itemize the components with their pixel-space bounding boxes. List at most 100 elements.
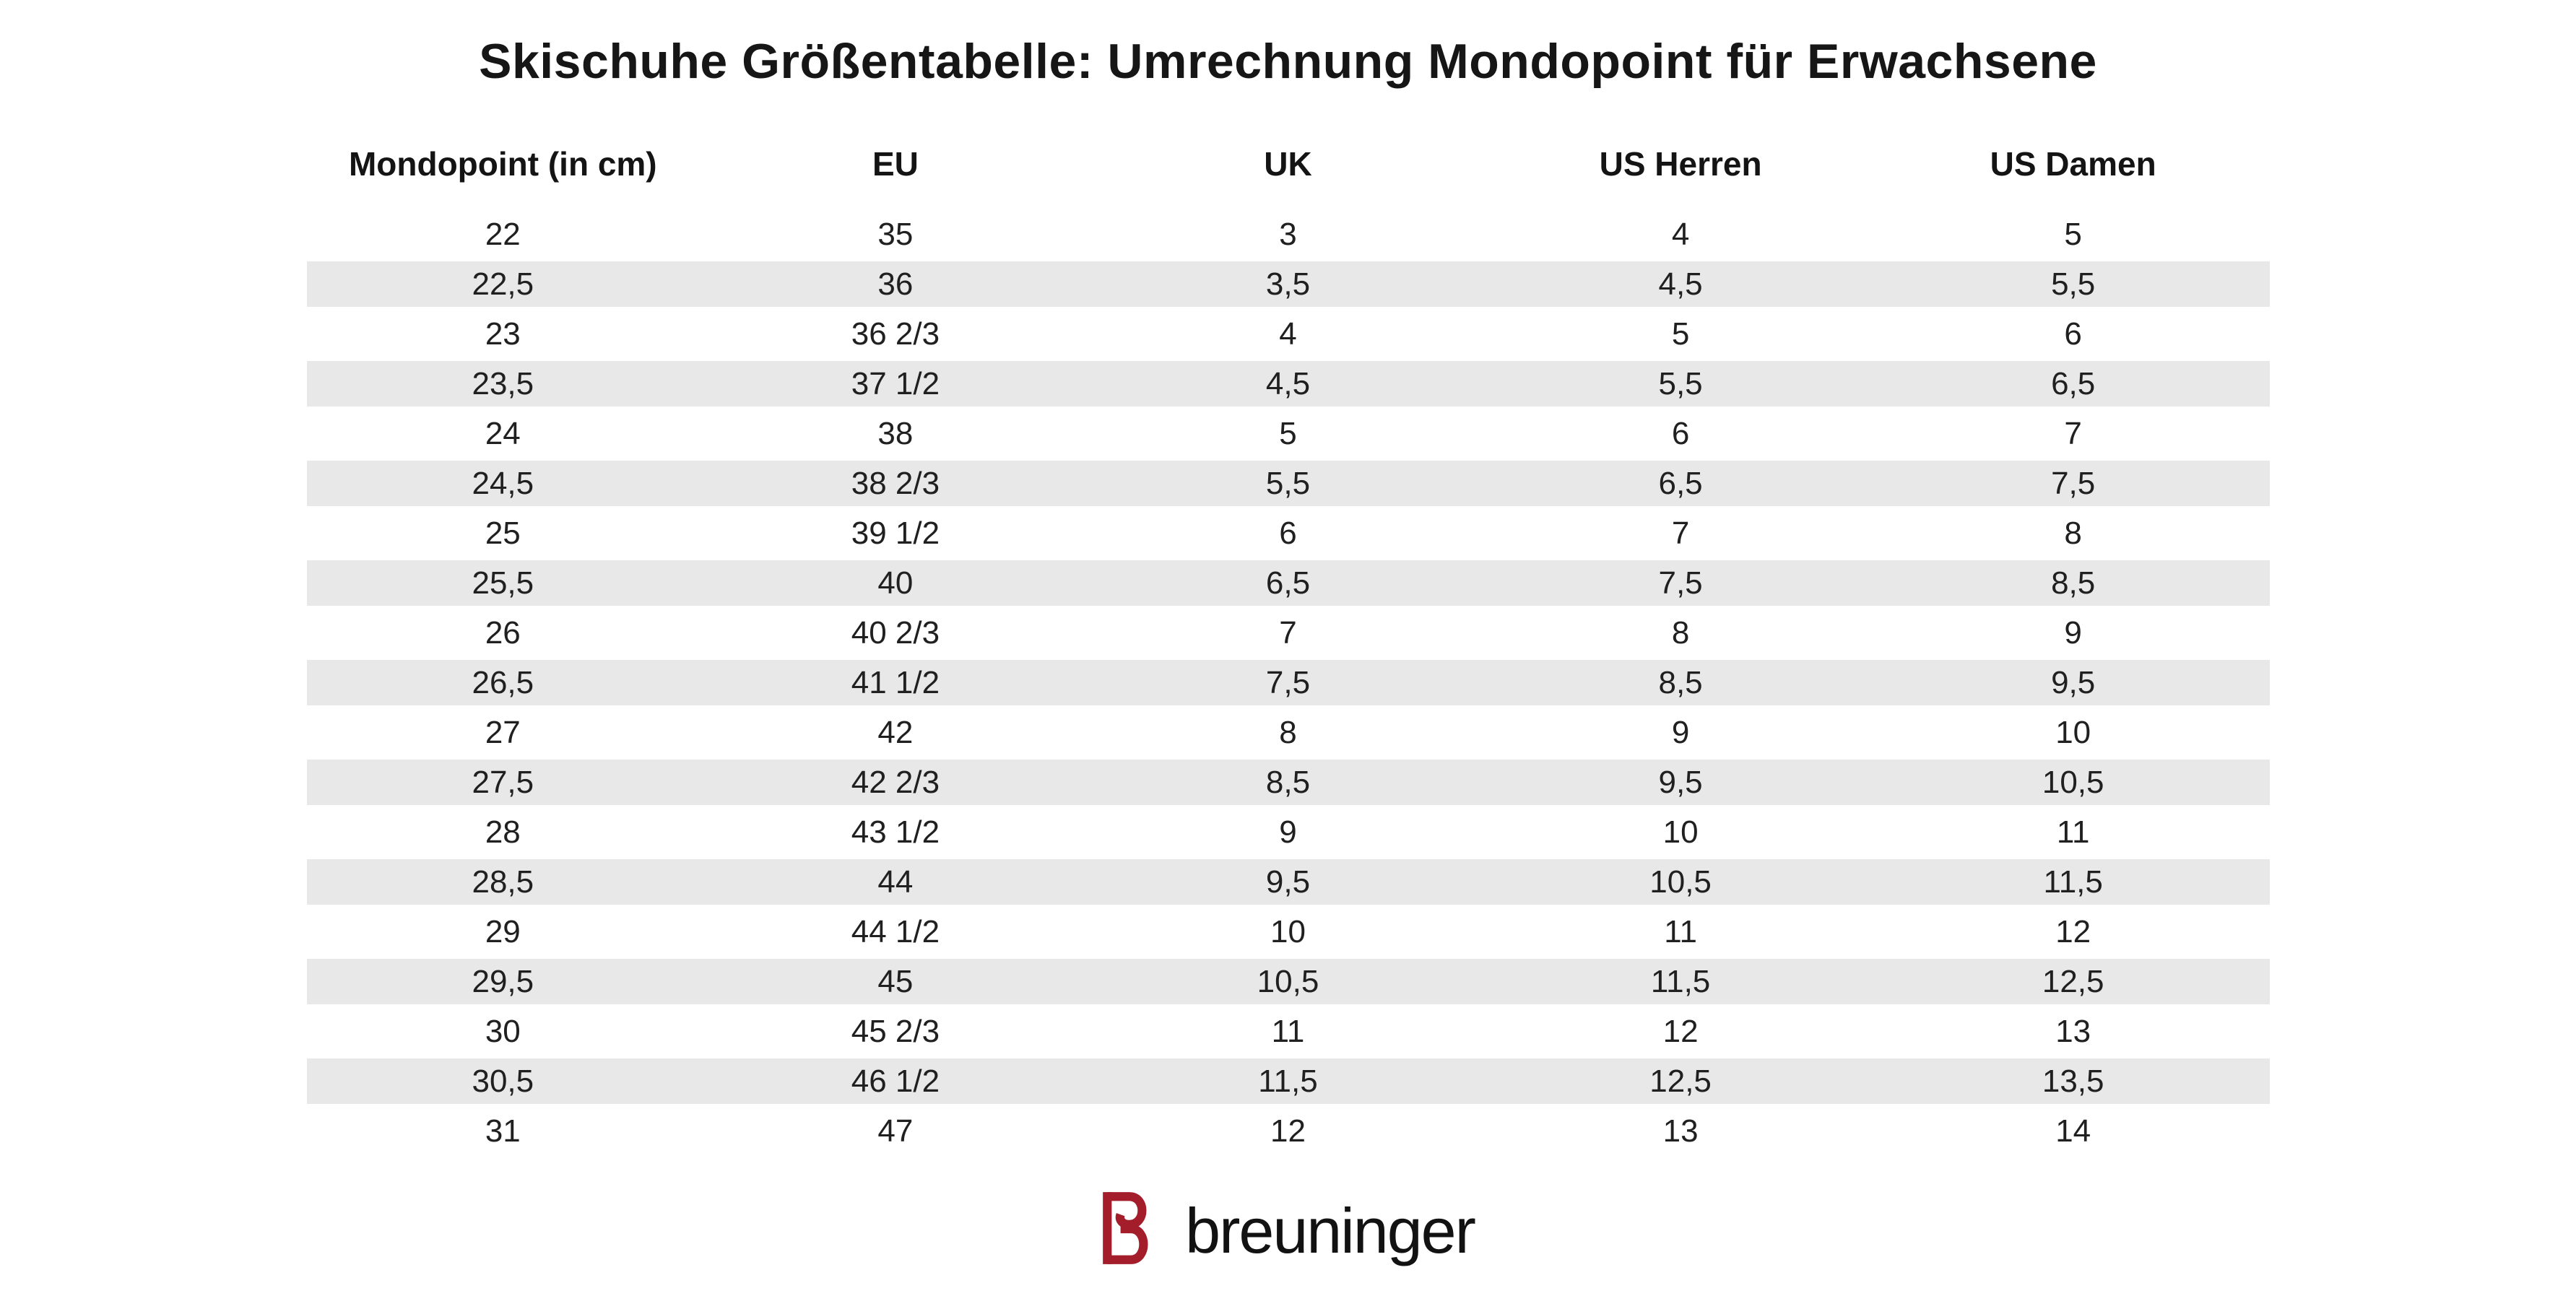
size-table: Mondopoint (in cm) EU UK US Herren US Da… [306,134,2270,1156]
cell-us-damen: 14 [2055,1113,2091,1149]
table-header-row: Mondopoint (in cm) EU UK US Herren US Da… [306,134,2270,193]
cell-us-herren: 4,5 [1658,266,1703,302]
cell-us-herren: 12,5 [1649,1063,1712,1099]
cell-uk: 11 [1271,1013,1305,1049]
cell-uk: 4 [1279,316,1297,352]
cell-us-herren: 7,5 [1658,565,1703,601]
cell-mondopoint: 30,5 [472,1063,534,1099]
cell-mondopoint: 29,5 [472,963,534,999]
table-row: 22,5 36 3,5 4,5 5,5 [306,259,2270,309]
table-body: 22 35 3 4 5 22,5 36 3,5 4,5 5,5 23 36 2/… [306,209,2270,1156]
column-header-mondopoint: Mondopoint (in cm) [348,145,657,183]
cell-uk: 9 [1279,814,1297,850]
cell-us-herren: 13 [1662,1113,1699,1149]
table-row: 25,5 40 6,5 7,5 8,5 [306,558,2270,608]
cell-eu: 43 1/2 [851,814,940,850]
cell-mondopoint: 26,5 [472,664,534,700]
cell-us-herren: 6 [1671,415,1690,451]
cell-eu: 44 1/2 [851,913,940,949]
cell-us-damen: 11 [2056,814,2090,850]
table-row: 24,5 38 2/3 5,5 6,5 7,5 [306,458,2270,508]
cell-us-herren: 11 [1664,913,1697,949]
table-row: 28,5 44 9,5 10,5 11,5 [306,857,2270,907]
table-row: 27 42 8 9 10 [306,708,2270,757]
cell-us-damen: 10 [2055,714,2091,750]
cell-mondopoint: 25 [485,515,521,551]
cell-us-damen: 5 [2064,216,2082,252]
cell-us-damen: 11,5 [2043,864,2103,900]
cell-uk: 12 [1270,1113,1306,1149]
column-header-us-herren: US Herren [1599,145,1762,183]
table-row: 29 44 1/2 10 11 12 [306,907,2270,957]
cell-eu: 39 1/2 [851,515,940,551]
cell-uk: 6,5 [1265,565,1311,601]
cell-eu: 47 [877,1113,914,1149]
cell-us-damen: 9,5 [2051,664,2096,700]
cell-mondopoint: 27,5 [472,764,534,800]
cell-uk: 10 [1270,913,1306,949]
table-row: 27,5 42 2/3 8,5 9,5 10,5 [306,757,2270,807]
cell-eu: 40 2/3 [851,614,940,651]
cell-uk: 8,5 [1265,764,1311,800]
cell-us-herren: 9 [1671,714,1690,750]
column-header-uk: UK [1264,145,1312,183]
cell-eu: 40 [877,565,914,601]
cell-eu: 36 [877,266,914,302]
cell-us-damen: 6 [2064,316,2082,352]
cell-uk: 10,5 [1257,963,1319,999]
cell-eu: 42 2/3 [851,764,940,800]
cell-us-damen: 13 [2055,1013,2091,1049]
cell-eu: 36 2/3 [851,316,940,352]
brand-wordmark: breuninger [1185,1195,1476,1266]
table-row: 23 36 2/3 4 5 6 [306,309,2270,359]
cell-eu: 46 1/2 [851,1063,940,1099]
cell-us-damen: 5,5 [2051,266,2096,302]
cell-eu: 45 [877,963,914,999]
table-row: 25 39 1/2 6 7 8 [306,508,2270,558]
breuninger-b-icon [1103,1192,1148,1264]
cell-us-herren: 10 [1662,814,1699,850]
cell-us-damen: 9 [2064,614,2082,651]
cell-us-herren: 11,5 [1650,963,1711,999]
cell-us-damen: 10,5 [2042,764,2104,800]
cell-us-herren: 9,5 [1658,764,1703,800]
cell-eu: 37 1/2 [851,365,940,401]
cell-eu: 35 [877,216,914,252]
cell-eu: 41 1/2 [851,664,940,700]
cell-uk: 11,5 [1258,1063,1318,1099]
page-title: Skischuhe Größentabelle: Umrechnung Mond… [479,34,2097,89]
brand-logo: breuninger [1101,1188,1476,1269]
cell-mondopoint: 24 [485,415,521,451]
cell-us-damen: 12 [2055,913,2091,949]
table-row: 30 45 2/3 11 12 13 [306,1006,2270,1056]
cell-us-herren: 8,5 [1658,664,1703,700]
cell-eu: 38 [877,415,914,451]
cell-mondopoint: 23,5 [472,365,534,401]
table-row: 26 40 2/3 7 8 9 [306,608,2270,658]
cell-us-damen: 8,5 [2051,565,2096,601]
cell-mondopoint: 30 [485,1013,521,1049]
column-header-us-damen: US Damen [1990,145,2156,183]
cell-eu: 45 2/3 [851,1013,940,1049]
cell-us-damen: 13,5 [2042,1063,2104,1099]
cell-mondopoint: 29 [485,913,521,949]
cell-us-damen: 12,5 [2042,963,2104,999]
cell-us-herren: 5,5 [1658,365,1703,401]
table-row: 30,5 46 1/2 11,5 12,5 13,5 [306,1056,2270,1106]
column-header-eu: EU [872,145,919,183]
cell-us-herren: 5 [1671,316,1690,352]
cell-uk: 3 [1279,216,1297,252]
cell-uk: 6 [1279,515,1297,551]
cell-us-damen: 7,5 [2051,465,2096,501]
cell-us-damen: 8 [2064,515,2082,551]
cell-mondopoint: 22,5 [472,266,534,302]
cell-us-herren: 6,5 [1658,465,1703,501]
cell-mondopoint: 27 [485,714,521,750]
cell-mondopoint: 31 [485,1113,521,1149]
cell-uk: 5,5 [1265,465,1311,501]
cell-mondopoint: 26 [485,614,521,651]
cell-uk: 3,5 [1265,266,1311,302]
cell-us-herren: 10,5 [1649,864,1712,900]
cell-uk: 8 [1279,714,1297,750]
